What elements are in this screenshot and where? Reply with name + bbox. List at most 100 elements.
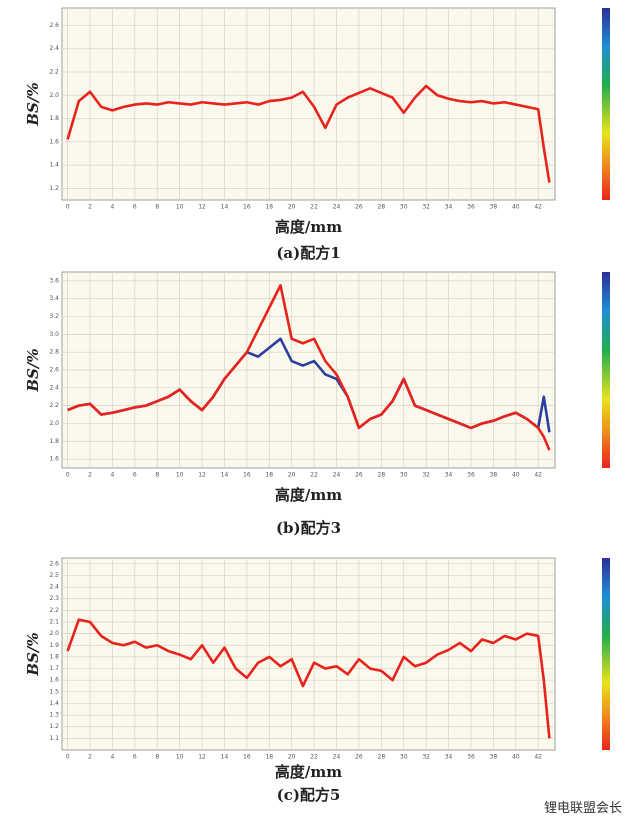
x-tick-label: 22 [310,754,318,761]
x-tick-label: 26 [355,472,363,479]
y-tick-label: 1.6 [49,138,59,145]
x-tick-label: 20 [288,204,296,211]
y-tick-label: 1.3 [49,712,59,719]
x-tick-label: 40 [512,754,520,761]
x-tick-label: 36 [467,472,475,479]
y-tick-label: 2.6 [49,367,59,374]
x-tick-label: 12 [198,754,206,761]
x-tick-label: 24 [333,754,341,761]
x-tick-label: 0 [66,472,70,479]
y-tick-label: 2.4 [49,45,59,52]
x-tick-label: 4 [111,472,115,479]
x-tick-label: 26 [355,204,363,211]
x-tick-label: 28 [378,472,386,479]
x-tick-label: 26 [355,754,363,761]
plot-area [61,557,556,751]
x-tick-label: 28 [378,754,386,761]
data-line [67,284,551,451]
y-tick-label: 1.5 [49,688,59,695]
y-tick-label: 1.1 [49,735,59,742]
y-tick-label: 1.6 [49,456,59,463]
x-tick-label: 34 [445,472,453,479]
x-tick-label: 14 [221,204,229,211]
x-tick-label: 2 [88,754,92,761]
y-tick-label: 2.6 [49,560,59,567]
x-tick-label: 18 [265,472,273,479]
color-scale [602,558,610,750]
y-tick-label: 2.3 [49,595,59,602]
y-tick-label: 1.2 [49,185,59,192]
x-tick-label: 38 [490,472,498,479]
x-tick-label: 8 [155,472,159,479]
data-line [66,84,551,183]
x-tick-label: 4 [111,204,115,211]
y-tick-label: 2.0 [49,630,59,637]
x-tick-label: 10 [176,472,184,479]
y-tick-label: 3.6 [49,277,59,284]
x-tick-label: 28 [378,204,386,211]
x-tick-label: 38 [490,204,498,211]
x-tick-label: 40 [512,204,520,211]
x-tick-label: 30 [400,204,408,211]
x-tick-label: 18 [265,204,273,211]
y-tick-label: 2.4 [49,584,59,591]
x-tick-label: 8 [155,754,159,761]
y-tick-label: 2.2 [49,607,59,614]
y-tick-label: 1.4 [49,700,59,707]
color-scale [602,272,610,468]
x-tick-label: 0 [66,204,70,211]
y-tick-label: 2.8 [49,349,59,356]
x-tick-label: 6 [133,204,137,211]
x-tick-label: 0 [66,754,70,761]
x-tick-label: 34 [445,204,453,211]
y-tick-label: 3.4 [49,295,59,302]
data-line [66,618,551,739]
color-scale [602,8,610,200]
y-tick-label: 1.8 [49,438,59,445]
x-tick-label: 2 [88,204,92,211]
x-tick-label: 10 [176,754,184,761]
y-tick-label: 2.5 [49,572,59,579]
x-tick-label: 20 [288,472,296,479]
x-tick-label: 42 [534,754,542,761]
x-tick-label: 12 [198,472,206,479]
y-tick-label: 2.2 [49,69,59,76]
y-axis-label: BS/% [24,82,42,126]
caption: (b)配方3 [276,519,341,537]
x-tick-label: 34 [445,754,453,761]
x-tick-label: 42 [534,472,542,479]
x-axis-label: 高度/mm [275,486,342,504]
caption: (a)配方1 [276,244,340,262]
y-tick-label: 1.8 [49,115,59,122]
x-tick-label: 16 [243,472,251,479]
y-tick-label: 1.4 [49,162,59,169]
x-tick-label: 20 [288,754,296,761]
y-tick-label: 1.8 [49,653,59,660]
watermark: 锂电联盟会长 [544,801,622,816]
y-tick-label: 2.0 [49,92,59,99]
x-tick-label: 12 [198,204,206,211]
x-tick-label: 6 [133,754,137,761]
y-tick-label: 1.2 [49,723,59,730]
x-axis-label: 高度/mm [275,763,342,781]
x-tick-label: 4 [111,754,115,761]
x-tick-label: 8 [155,204,159,211]
x-tick-label: 18 [265,754,273,761]
x-tick-label: 36 [467,754,475,761]
x-tick-label: 10 [176,204,184,211]
y-tick-label: 2.2 [49,402,59,409]
x-tick-label: 14 [221,754,229,761]
x-axis-label: 高度/mm [275,218,342,236]
y-tick-label: 1.9 [49,642,59,649]
y-tick-label: 3.0 [49,331,59,338]
y-tick-label: 2.0 [49,420,59,427]
y-tick-label: 2.6 [49,22,59,29]
x-tick-label: 32 [422,204,430,211]
x-tick-label: 16 [243,204,251,211]
x-tick-label: 38 [490,754,498,761]
x-tick-label: 6 [133,472,137,479]
x-tick-label: 22 [310,204,318,211]
x-tick-label: 22 [310,472,318,479]
y-tick-label: 3.2 [49,313,59,320]
